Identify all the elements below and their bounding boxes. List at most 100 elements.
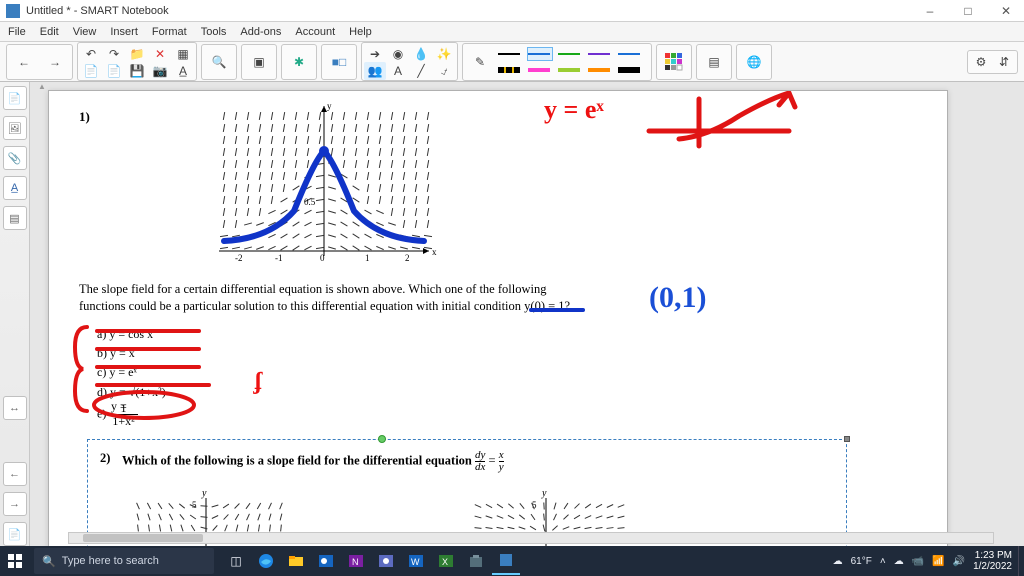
undo-button[interactable]: ↶ (80, 45, 102, 63)
taskbar-pinned: ◫ N W X (222, 547, 520, 575)
rotate-handle[interactable] (378, 435, 386, 443)
show-desktop-button[interactable] (1018, 546, 1024, 576)
menu-tools[interactable]: Tools (195, 24, 233, 40)
addons-side-button[interactable]: ▤ (3, 206, 27, 230)
page-sorter-button[interactable]: 📄 (3, 86, 27, 110)
scrollbar-thumb[interactable] (83, 534, 203, 542)
line-button[interactable]: ╱ (410, 62, 432, 80)
taskbar-search[interactable]: 🔍 Type here to search (34, 548, 214, 574)
pen-color-4[interactable] (617, 47, 643, 61)
q1-line2: functions could be a particular solution… (79, 299, 524, 313)
meet-now-icon[interactable]: 📹 (912, 556, 924, 567)
explorer-icon[interactable] (282, 547, 310, 575)
collapse-toolbar-button[interactable]: ⇵ (993, 53, 1015, 71)
onedrive-icon[interactable]: ☁ (894, 556, 904, 567)
task-view-button[interactable]: ◫ (222, 547, 250, 575)
magic-pen-button[interactable]: ✨ (433, 45, 455, 63)
zoom-button[interactable]: 🔍 (204, 47, 234, 77)
close-button[interactable]: ✕ (994, 2, 1018, 20)
nav-group: ← → (6, 44, 73, 80)
prev-page-button[interactable]: ← (9, 47, 39, 77)
screen-capture-button[interactable]: ▣ (244, 47, 274, 77)
weather-temp[interactable]: 61°F (851, 556, 872, 567)
pen-color-9[interactable] (617, 63, 643, 77)
color-grid-button[interactable] (659, 47, 689, 77)
frame-pin[interactable] (844, 436, 850, 442)
side-prev-button[interactable]: ← (3, 462, 27, 486)
side-next-button[interactable]: → (3, 492, 27, 516)
teams-icon[interactable] (372, 547, 400, 575)
pen-color-2[interactable] (557, 47, 583, 61)
move-sidebar-button[interactable]: ↔ (3, 396, 27, 420)
open-button[interactable]: 📁 (126, 45, 148, 63)
word-icon[interactable]: W (402, 547, 430, 575)
q1-choices: a) y = cos x b) y = x c) y = eˣ d) y = √… (97, 325, 166, 427)
weather-icon[interactable]: ☁ (833, 556, 843, 567)
smart-notebook-icon[interactable] (492, 547, 520, 575)
time-text: 1:23 PM (975, 550, 1012, 561)
tray-chevron-icon[interactable]: ˄ (880, 556, 886, 567)
pen-color-3[interactable] (587, 47, 613, 61)
text-format-button[interactable]: A̲ (172, 62, 194, 80)
pen-color-1[interactable] (527, 47, 553, 61)
globe-group: 🌐 (736, 44, 772, 80)
menu-view[interactable]: View (67, 24, 103, 40)
people-button[interactable]: 👥 (364, 62, 386, 80)
delete-button[interactable]: ✕ (149, 45, 171, 63)
horizontal-scrollbar[interactable] (68, 532, 994, 544)
volume-icon[interactable]: 🔊 (953, 556, 965, 567)
pen-color-7[interactable] (557, 63, 583, 77)
side-panel-button[interactable]: 📄 (3, 522, 27, 546)
bucket-button[interactable]: 💧 (410, 45, 432, 63)
start-button[interactable] (0, 546, 30, 576)
choice-c: c) y = eˣ (97, 363, 166, 382)
gallery-button[interactable]: 🖼 (3, 116, 27, 140)
new-page-button[interactable]: 📄 (80, 62, 102, 80)
text-button[interactable]: A (387, 62, 409, 80)
menu-file[interactable]: File (2, 24, 32, 40)
pen-color-6[interactable] (527, 63, 553, 77)
wifi-icon[interactable]: 📶 (932, 556, 944, 567)
menu-format[interactable]: Format (146, 24, 193, 40)
pen-color-8[interactable] (587, 63, 613, 77)
screenshot-button[interactable]: 📷 (149, 62, 171, 80)
maximize-button[interactable]: □ (956, 2, 980, 20)
menu-edit[interactable]: Edit (34, 24, 65, 40)
onenote-icon[interactable]: N (342, 547, 370, 575)
menu-insert[interactable]: Insert (104, 24, 144, 40)
line-style-button[interactable]: ▤ (699, 47, 729, 77)
shape-fill-button[interactable]: ◉ (387, 45, 409, 63)
menu-addons[interactable]: Add-ons (234, 24, 287, 40)
page-button[interactable]: 📄 (103, 62, 125, 80)
menu-account[interactable]: Account (289, 24, 341, 40)
menu-help[interactable]: Help (343, 24, 378, 40)
addon-button[interactable]: ✱ (284, 47, 314, 77)
next-page-button[interactable]: → (40, 47, 70, 77)
excel-icon[interactable]: X (432, 547, 460, 575)
minimize-button[interactable]: – (918, 2, 942, 20)
store-icon[interactable] (462, 547, 490, 575)
globe-button[interactable]: 🌐 (739, 47, 769, 77)
annot-point: (0,1) (649, 281, 706, 315)
edge-icon[interactable] (252, 547, 280, 575)
clock[interactable]: 1:23 PM 1/2/2022 (973, 550, 1018, 572)
eraser-button[interactable]: ⍻ (433, 62, 455, 80)
properties-button[interactable]: A̲ (3, 176, 27, 200)
pen-color-5[interactable] (497, 63, 523, 77)
choice-e-label: e) (97, 406, 106, 420)
pen-color-0[interactable] (497, 47, 523, 61)
choice-e: e) 1 1+x² y = 1 / (1+x²) (97, 402, 166, 427)
save-button[interactable]: 💾 (126, 62, 148, 80)
svg-text:5: 5 (192, 500, 197, 510)
table-button[interactable]: ▦ (172, 45, 194, 63)
gear-button[interactable]: ⚙ (970, 53, 992, 71)
q1-line1: The slope field for a certain differenti… (79, 282, 546, 296)
pen-tool-button[interactable]: ✎ (469, 53, 491, 71)
windows-icon (8, 554, 22, 568)
outlook-icon[interactable] (312, 547, 340, 575)
notebook-page[interactable]: 1) (48, 90, 948, 570)
pointer-button[interactable]: ➔ (364, 45, 386, 63)
attachments-button[interactable]: 📎 (3, 146, 27, 170)
shapes-button[interactable]: ■□ (324, 47, 354, 77)
redo-button[interactable]: ↷ (103, 45, 125, 63)
